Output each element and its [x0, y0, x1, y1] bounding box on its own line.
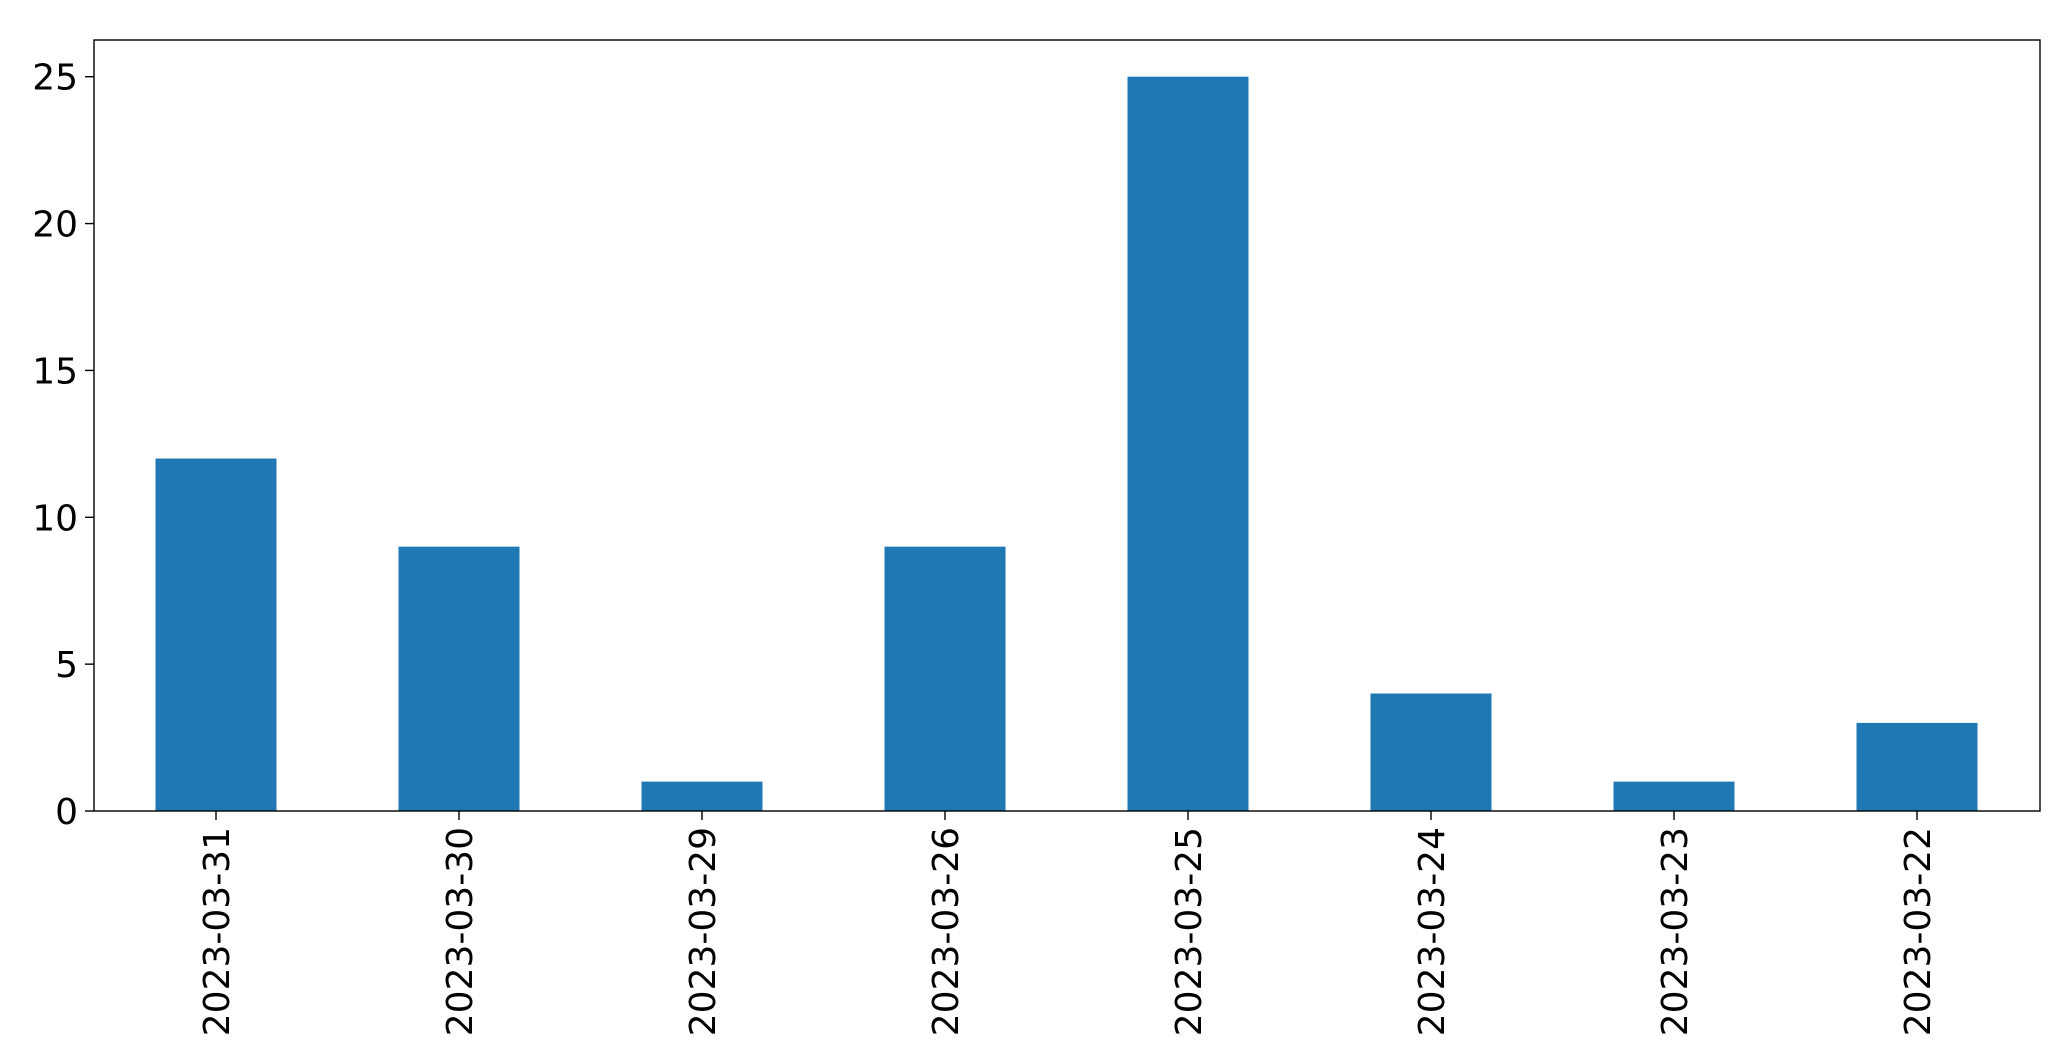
bar-2023-03-30: [398, 546, 520, 811]
bar-2023-03-24: [1370, 693, 1492, 811]
bar-2023-03-25: [1127, 76, 1249, 811]
plot-frame: [93, 39, 2041, 812]
bar-2023-03-29: [641, 781, 763, 811]
y-tick-label: 20: [32, 205, 78, 246]
x-tick-label: 2023-03-30: [440, 827, 481, 1036]
y-tick-label: 10: [32, 498, 78, 539]
y-tick-label: 0: [55, 792, 78, 833]
bars-layer: [155, 76, 1978, 811]
x-tick-label: 2023-03-26: [926, 827, 967, 1036]
x-tick-label: 2023-03-24: [1412, 827, 1453, 1036]
bar-2023-03-26: [884, 546, 1006, 811]
x-tick-label: 2023-03-23: [1655, 827, 1696, 1036]
x-axis: 2023-03-31 2023-03-30 2023-03-29 2023-03-26…: [197, 811, 1939, 1036]
y-tick-label: 25: [32, 58, 78, 99]
bar-2023-03-23: [1613, 781, 1735, 811]
y-tick-label: 5: [55, 645, 78, 686]
x-tick-label: 2023-03-22: [1898, 827, 1939, 1036]
x-tick-label: 2023-03-29: [683, 827, 724, 1036]
x-tick-label: 2023-03-25: [1169, 827, 1210, 1036]
bar-2023-03-22: [1856, 722, 1978, 811]
y-axis: 0 5 10 15 20 25: [32, 58, 94, 833]
y-tick-label: 15: [32, 351, 78, 392]
x-tick-label: 2023-03-31: [197, 827, 238, 1036]
bar-2023-03-31: [155, 458, 277, 811]
